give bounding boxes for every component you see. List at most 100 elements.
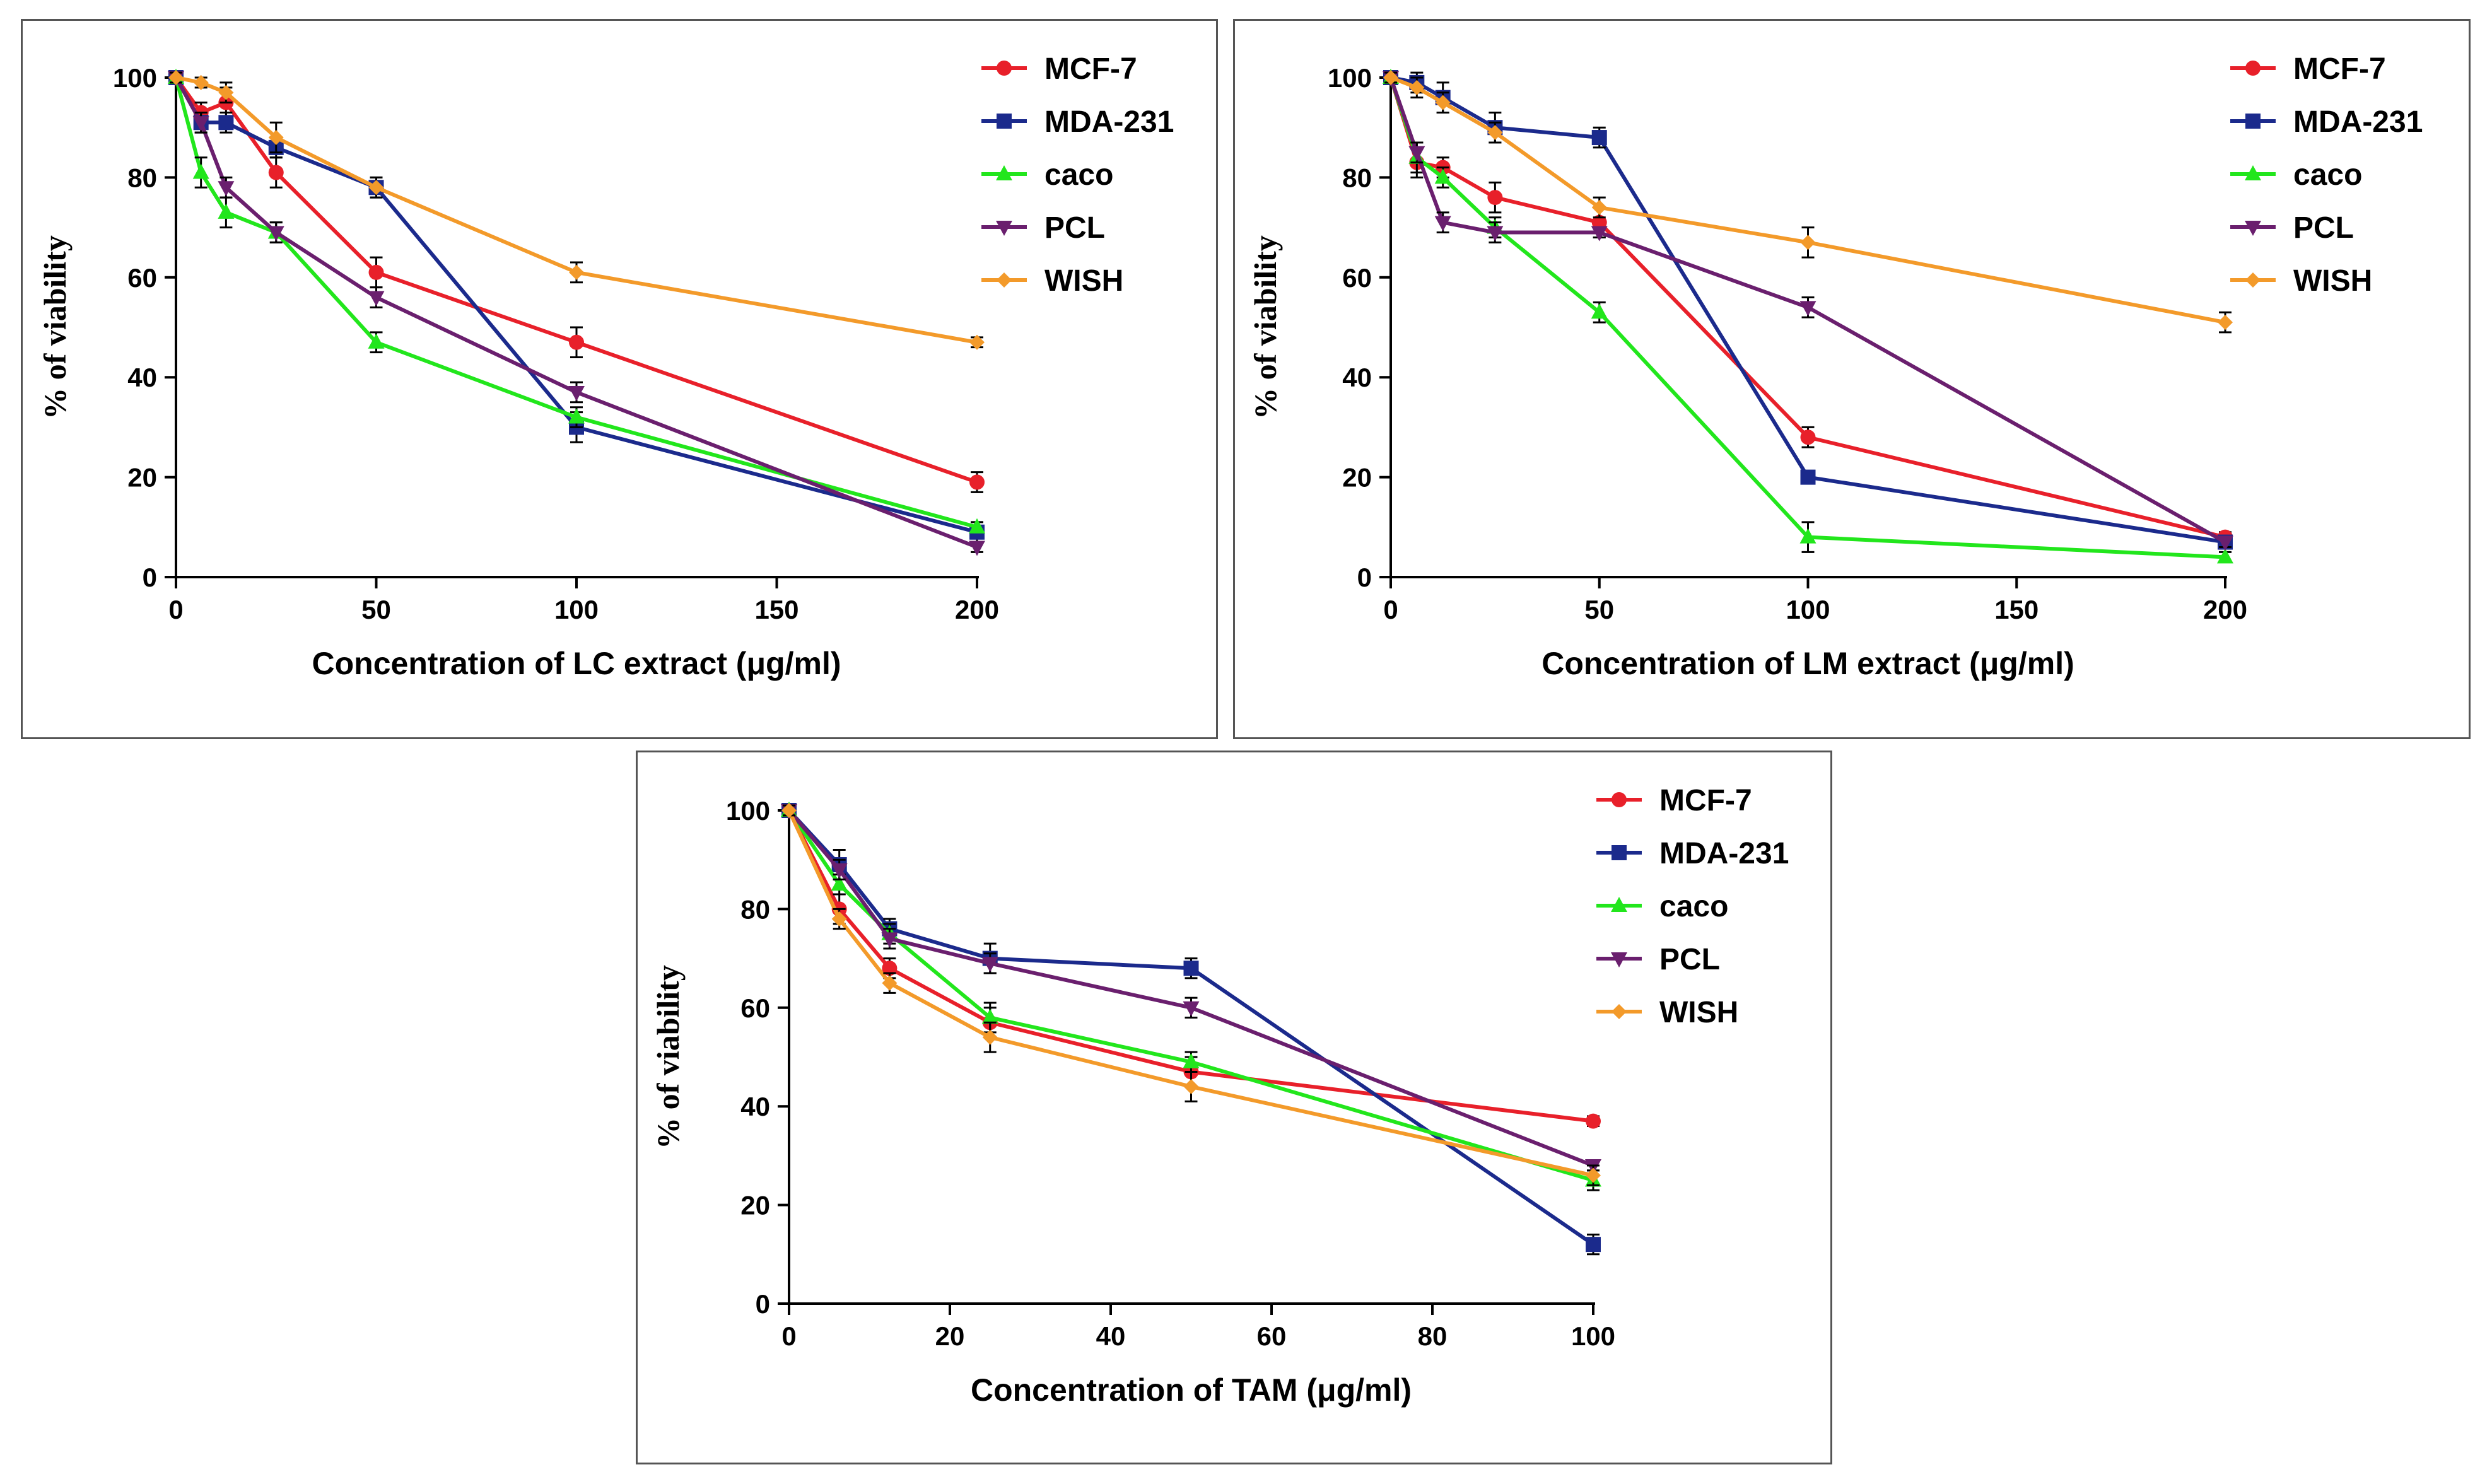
data-point-wish [218, 85, 234, 100]
legend-item-caco: caco [981, 158, 1113, 192]
data-point-wish [1800, 235, 1816, 250]
data-point-mda-231 [1591, 130, 1607, 146]
legend-label-caco: caco [2293, 158, 2362, 192]
series-line-caco [787, 809, 1594, 1183]
x-tick-label: 0 [781, 1321, 796, 1351]
data-point-wish [2218, 315, 2233, 330]
series-pcl [168, 71, 985, 556]
y-tick-label: 40 [1342, 363, 1372, 392]
y-tick-label: 80 [127, 163, 157, 192]
data-point-wish [368, 180, 384, 196]
legend-label-mcf-7: MCF-7 [1659, 784, 1752, 817]
legend-item-caco: caco [1596, 890, 1728, 923]
data-point-wish [969, 334, 985, 350]
x-axis-title: Concentration of LC extract (μg/ml) [312, 646, 841, 681]
data-point-caco [568, 408, 585, 424]
data-point-mcf-7 [569, 334, 584, 350]
y-tick-label: 20 [127, 463, 157, 493]
y-tick-label: 20 [740, 1191, 770, 1220]
x-tick-label: 20 [935, 1321, 965, 1351]
y-axis-title: % of viability [650, 965, 686, 1149]
legend-label-mcf-7: MCF-7 [1044, 52, 1137, 86]
data-point-caco [1799, 528, 1816, 544]
y-tick-label: 80 [740, 894, 770, 924]
legend-item-pcl: PCL [2230, 211, 2354, 245]
y-tick-label: 60 [1342, 263, 1372, 293]
data-point-mcf-7 [882, 961, 898, 976]
legend-marker-pcl [996, 221, 1012, 236]
chart-lm-extract: 0 50 100 150 200 0 20 40 60 80 100 Concentration of… [1248, 52, 2423, 681]
data-point-pcl [1799, 301, 1816, 317]
legend: MCF-7 MDA-231 caco PCL WISH [1596, 784, 1789, 1029]
y-tick-label: 100 [113, 63, 157, 93]
data-point-pcl [981, 957, 998, 973]
data-point-pcl [368, 291, 385, 307]
data-point-wish [1183, 1078, 1199, 1094]
x-tick-label: 100 [1571, 1321, 1615, 1351]
legend-label-wish: WISH [2293, 264, 2372, 298]
data-point-pcl [267, 226, 284, 242]
data-point-wish [268, 130, 284, 146]
legend-marker-wish [1612, 1004, 1627, 1019]
data-point-wish [193, 74, 209, 90]
data-point-wish [831, 911, 847, 927]
legend-label-pcl: PCL [1659, 943, 1720, 976]
y-tick-label: 100 [726, 796, 770, 826]
legend-marker-pcl [2245, 221, 2261, 236]
series-line-mda-231 [787, 809, 1594, 1246]
x-axis-title: Concentration of LM extract (μg/ml) [1541, 646, 2074, 681]
legend: MCF-7 MDA-231 caco PCL WISH [981, 52, 1174, 298]
data-point-pcl [1408, 146, 1425, 161]
data-point-pcl [1434, 216, 1451, 231]
y-axis-title: % of viability [37, 235, 73, 419]
data-point-caco [969, 518, 985, 534]
x-tick-label: 40 [1096, 1321, 1126, 1351]
legend-label-caco: caco [1044, 158, 1113, 192]
data-point-wish [1586, 1167, 1601, 1183]
legend-label-wish: WISH [1044, 264, 1123, 298]
data-point-wish [1409, 79, 1425, 95]
y-axis-title: % of viability [1248, 235, 1283, 419]
chart-lc-extract: 0 50 100 150 200 0 20 40 60 80 100 Concentration of… [37, 52, 1174, 681]
legend-marker-wish [997, 272, 1012, 288]
data-point-pcl [831, 863, 848, 879]
x-tick-label: 200 [2203, 595, 2247, 624]
x-tick-label: 0 [168, 595, 183, 624]
data-point-caco [368, 333, 385, 349]
chart-panel-lm-extract: 0 50 100 150 200 0 20 40 60 80 100 Concentration of… [1233, 19, 2471, 739]
data-point-mcf-7 [1487, 190, 1503, 206]
legend-item-pcl: PCL [981, 211, 1105, 245]
data-point-pcl [881, 932, 898, 948]
legend-label-mda-231: MDA-231 [1044, 105, 1174, 139]
series-line-wish [1389, 76, 2226, 325]
data-point-wish [882, 975, 898, 991]
data-point-pcl [2217, 535, 2233, 551]
y-tick-label: 40 [740, 1092, 770, 1121]
series-mda-231 [781, 803, 1601, 1256]
data-point-pcl [1591, 226, 1608, 242]
data-point-wish [1435, 95, 1451, 110]
legend-marker-mcf-7 [997, 61, 1012, 76]
y-tick-label: 0 [756, 1289, 770, 1319]
legend-item-mcf-7: MCF-7 [2230, 52, 2386, 86]
legend-item-wish: WISH [1596, 996, 1738, 1029]
legend: MCF-7 MDA-231 caco PCL WISH [2230, 52, 2423, 298]
series-pcl [1383, 71, 2233, 551]
y-tick-label: 60 [740, 993, 770, 1023]
legend-item-mcf-7: MCF-7 [1596, 784, 1752, 817]
legend-label-mda-231: MDA-231 [1659, 837, 1789, 870]
x-tick-label: 200 [955, 595, 999, 624]
x-axis-title: Concentration of TAM (μg/ml) [971, 1372, 1412, 1408]
data-point-wish [1591, 199, 1607, 215]
data-point-wish [982, 1029, 998, 1045]
data-point-caco [192, 163, 209, 179]
chart-panel-tam: 0 20 40 60 80 100 0 20 40 60 80 100 Concentration of… [636, 751, 1832, 1464]
legend-item-pcl: PCL [1596, 943, 1720, 976]
y-tick-label: 60 [127, 263, 157, 293]
data-point-pcl [1183, 1001, 1200, 1017]
data-point-caco [1591, 303, 1608, 319]
chart-panel-lc-extract: 0 50 100 150 200 0 20 40 60 80 100 Concentration of… [21, 19, 1218, 739]
data-point-wish [168, 70, 184, 85]
data-point-mda-231 [1586, 1237, 1601, 1253]
x-tick-label: 80 [1418, 1321, 1448, 1351]
